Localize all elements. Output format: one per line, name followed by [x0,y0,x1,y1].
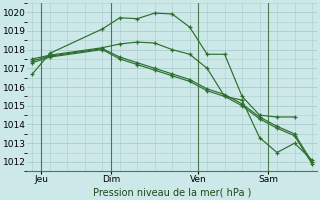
X-axis label: Pression niveau de la mer( hPa ): Pression niveau de la mer( hPa ) [93,187,252,197]
